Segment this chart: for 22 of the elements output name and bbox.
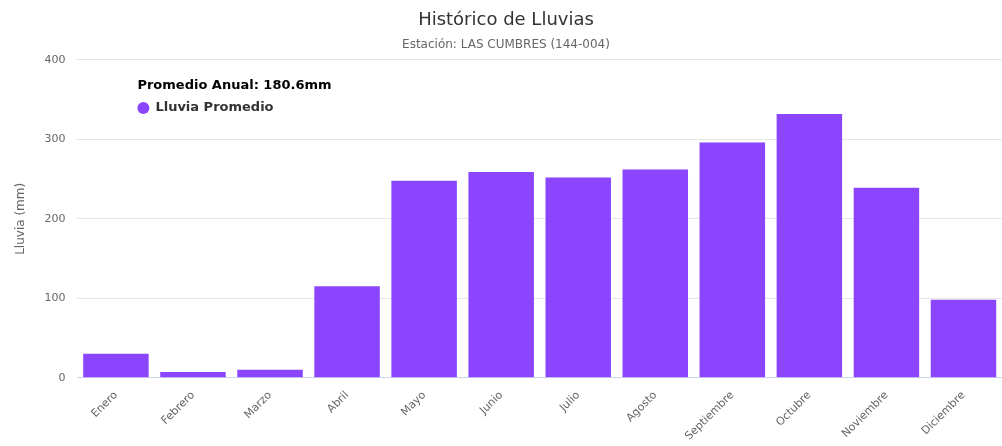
y-tick-label: 400 [44,52,66,66]
bar [853,187,920,378]
bar [314,286,380,378]
y-tick-label: 200 [44,211,66,225]
y-tick-label: 300 [44,132,66,146]
legend-label: Lluvia Promedio [155,99,274,115]
y-tick-label: 0 [58,370,66,384]
bar [545,177,611,378]
bar [930,299,997,378]
bar [237,369,303,378]
chart-subtitle: Estación: LAS CUMBRES (144-004) [402,36,610,51]
bar [699,142,766,378]
bar [83,353,149,378]
bar [468,171,534,378]
legend-title: Promedio Anual: 180.6mm [137,77,332,93]
bar [391,180,457,378]
bar [622,169,689,378]
chart-title: Histórico de Lluvias [418,8,594,30]
y-axis-title: Lluvia (mm) [13,182,28,255]
y-tick-label: 100 [44,291,66,305]
bar [160,372,226,378]
bar [776,114,843,378]
